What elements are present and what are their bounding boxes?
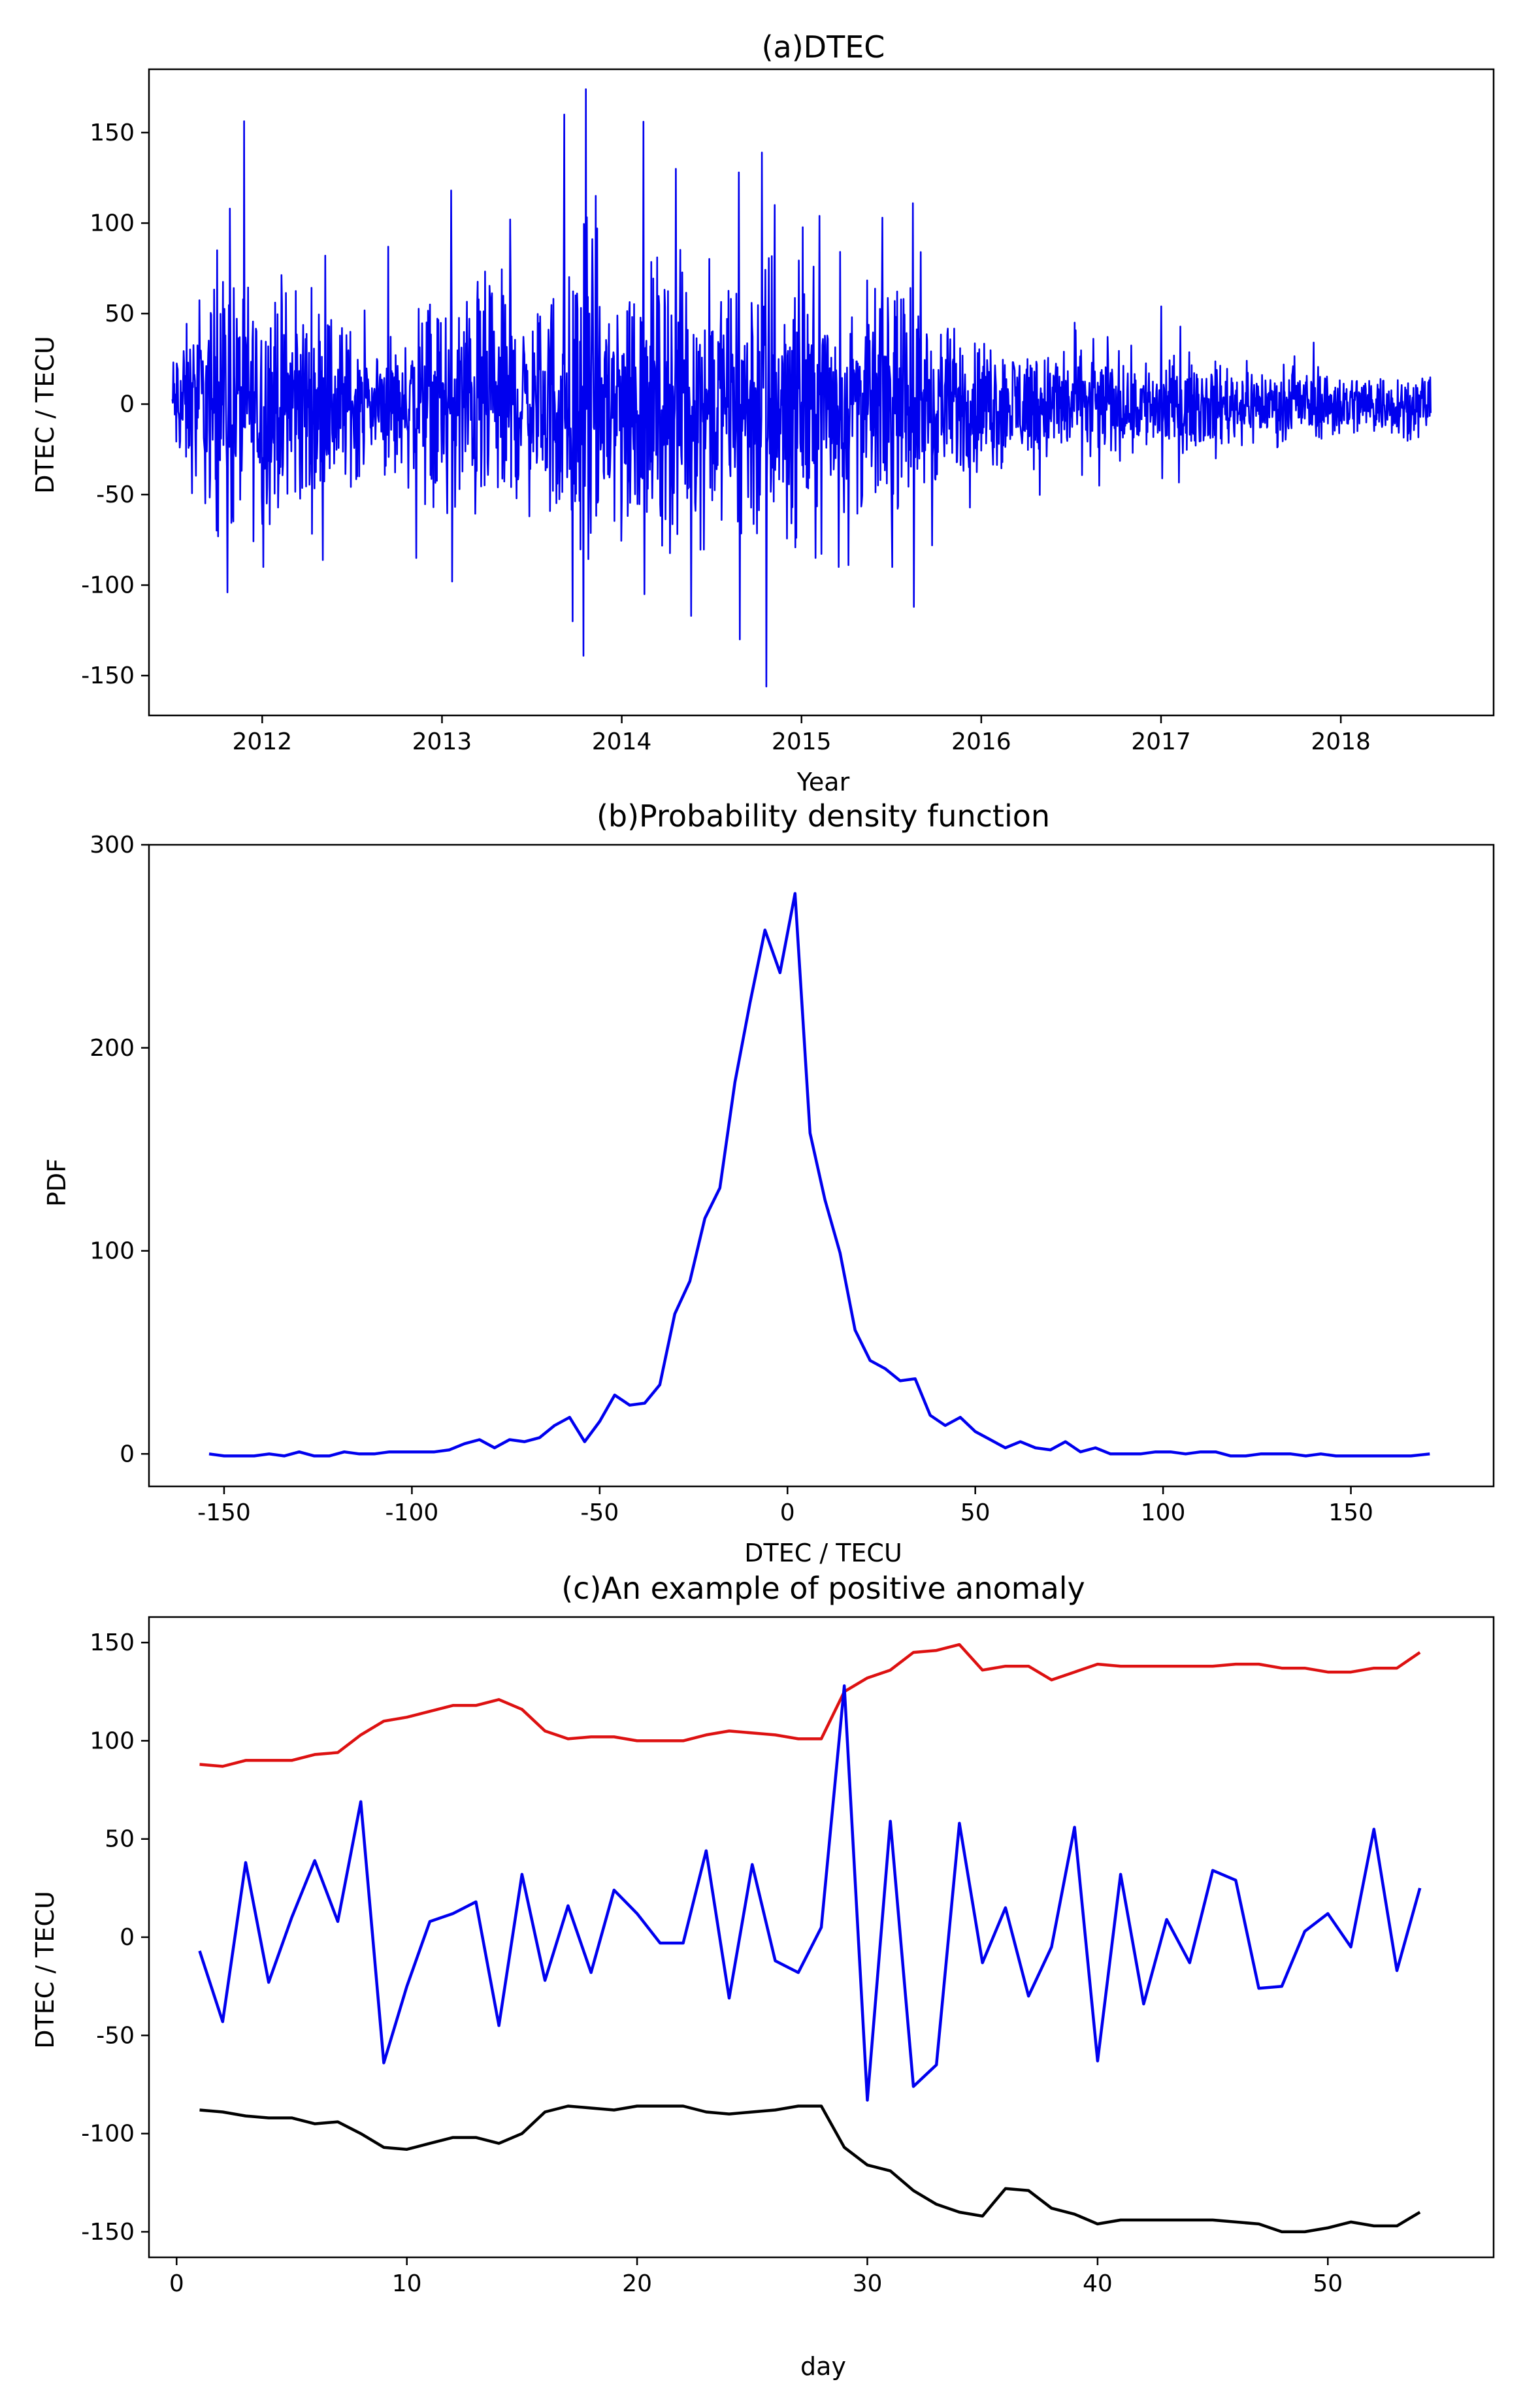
panel-c-upper-bound-line: [199, 1643, 1421, 1768]
panel-c-y-tick-label: 0: [120, 1924, 135, 1951]
panel-b-x-tick-label: 0: [780, 1499, 795, 1526]
panel-b-y-axis-label: PDF: [42, 1158, 71, 1207]
panel-c-y-tick-label: -50: [96, 2022, 135, 2049]
panel-a-y-axis-label: DTEC / TECU: [31, 336, 59, 494]
panel-c-x-tick-label: 20: [622, 2270, 652, 2297]
panel-a-y-tick-label: -100: [81, 572, 135, 599]
panel-a-x-tick-label: 2013: [412, 728, 472, 755]
panel-b-x-tick-label: -150: [197, 1499, 251, 1526]
panel-c-title: (c)An example of positive anomaly: [561, 1571, 1085, 1606]
panel-a-y-tick-label: -150: [81, 662, 135, 689]
panel-a-y-tick-label: 150: [90, 120, 135, 146]
panel-b-probability-density: (b)Probability density function -150 -100…: [42, 798, 1495, 1567]
panel-c-y-tick-label: 150: [90, 1629, 135, 1656]
panel-b-x-tick-label: 150: [1328, 1499, 1373, 1526]
panel-a-y-tick-label: 100: [90, 210, 135, 237]
panel-a-x-tick-label: 2016: [951, 728, 1011, 755]
panel-a-dtec-time-series: (a)DTEC 2012 2013 2014 2015 2016 2017 2018 150 1…: [31, 29, 1495, 796]
panel-b-pdf-series-line: [208, 892, 1430, 1458]
panel-a-x-tick-label: 2015: [772, 728, 832, 755]
panel-a-dtec-series-line: [171, 88, 1432, 687]
panel-a-y-tick-label: -50: [96, 482, 135, 508]
panel-c-x-tick-label: 40: [1083, 2270, 1113, 2297]
panel-c-y-tick-label: 100: [90, 1727, 135, 1754]
panel-c-x-tick-label: 50: [1313, 2270, 1343, 2297]
panel-a-x-tick-label: 2014: [592, 728, 652, 755]
panel-c-x-axis-label: day: [800, 2352, 846, 2381]
panel-c-y-tick-label: 50: [105, 1826, 135, 1853]
panel-c-lower-bound-line: [199, 2104, 1421, 2234]
panel-b-x-tick-label: -50: [580, 1499, 619, 1526]
panel-b-x-axis-label: DTEC / TECU: [744, 1539, 902, 1567]
panel-b-frame: [148, 843, 1495, 1488]
panel-c-x-tick-label: 30: [853, 2270, 883, 2297]
panel-a-title: (a)DTEC: [762, 29, 885, 65]
panel-c-x-tick-label: 0: [169, 2270, 184, 2297]
panel-b-y-tick-label: 200: [90, 1035, 135, 1062]
panel-a-x-tick-label: 2017: [1131, 728, 1191, 755]
panel-a-frame: [148, 68, 1495, 717]
panel-c-frame: [148, 1616, 1495, 2259]
panel-b-x-tick-label: 50: [960, 1499, 991, 1526]
panel-b-y-tick-label: 0: [120, 1441, 135, 1467]
panel-c-y-tick-label: -150: [81, 2219, 135, 2246]
panel-a-y-tick-label: 0: [120, 391, 135, 418]
panel-a-x-tick-label: 2012: [233, 728, 293, 755]
panel-c-positive-anomaly-example: (c)An example of positive anomaly 0 10 20 3…: [31, 1571, 1495, 2381]
panel-a-x-tick-label: 2018: [1311, 728, 1371, 755]
panel-a-x-axis-label: Year: [796, 768, 850, 796]
panel-a-y-tick-label: 50: [105, 301, 135, 327]
panel-c-y-tick-label: -100: [81, 2121, 135, 2148]
panel-c-y-axis-label: DTEC / TECU: [31, 1891, 59, 2049]
panel-b-x-tick-label: 100: [1141, 1499, 1186, 1526]
panel-b-title: (b)Probability density function: [597, 798, 1050, 834]
panel-b-x-tick-label: -100: [385, 1499, 439, 1526]
panel-c-dtec-series-line: [198, 1684, 1422, 2102]
panel-b-y-tick-label: 100: [90, 1238, 135, 1265]
panel-b-y-tick-label: 300: [90, 832, 135, 859]
panel-c-x-tick-label: 10: [392, 2270, 422, 2297]
